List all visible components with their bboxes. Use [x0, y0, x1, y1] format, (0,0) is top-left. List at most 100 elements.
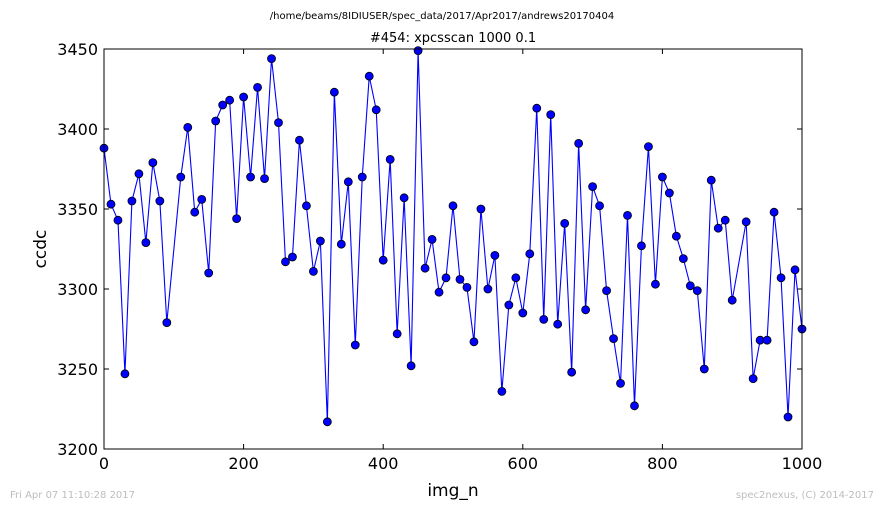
plot-frame [103, 48, 803, 450]
data-point [176, 172, 186, 182]
data-point [713, 223, 723, 233]
data-point [378, 255, 388, 265]
data-point [623, 210, 632, 220]
data-point [120, 369, 130, 379]
data-point [790, 265, 800, 275]
data-point [476, 204, 486, 214]
data-point [525, 249, 535, 259]
data-point [448, 201, 458, 211]
x-axis-label: img_n [427, 481, 478, 501]
data-point [329, 87, 339, 97]
data-point [211, 116, 221, 126]
data-point [497, 386, 507, 396]
data-point [581, 305, 591, 315]
data-point [567, 367, 577, 377]
data-point [532, 103, 542, 113]
data-point [127, 196, 137, 206]
data-point [371, 105, 381, 115]
data-point [204, 268, 214, 278]
x-tick-label: 600 [508, 454, 539, 473]
data-point [392, 329, 402, 339]
data-point [546, 110, 556, 119]
y-tick-label: 3350 [57, 200, 98, 219]
data-point [483, 284, 493, 294]
series-group [99, 46, 807, 427]
data-point [274, 118, 283, 127]
data-point [490, 250, 500, 260]
data-point [267, 54, 276, 63]
y-tick-labels: 3200 3250 3300 3350 3400 3450 [57, 40, 98, 459]
data-point [574, 138, 584, 148]
chart-title: #454: xpcsscan 1000 0.1 [370, 31, 536, 46]
data-point [357, 172, 367, 182]
data-point [413, 46, 423, 55]
data-point [420, 263, 430, 273]
data-point [308, 266, 318, 276]
data-point [609, 334, 618, 344]
data-point [141, 238, 151, 248]
data-point [504, 300, 514, 310]
data-point [783, 412, 793, 422]
data-point [651, 279, 660, 289]
data-point [727, 295, 737, 305]
data-point [462, 282, 472, 292]
data-point [720, 215, 730, 225]
x-tick-labels: 0 200 400 600 800 1000 [99, 454, 822, 473]
data-point [644, 142, 653, 152]
data-point [239, 92, 249, 102]
y-tick-label: 3250 [57, 360, 98, 379]
data-point [518, 308, 528, 318]
data-point [190, 207, 200, 217]
data-point [197, 194, 207, 204]
data-point [671, 231, 681, 241]
x-tick-label: 200 [228, 454, 259, 473]
data-point [246, 172, 255, 182]
data-point [232, 214, 242, 224]
data-point [385, 154, 395, 164]
data-point [588, 182, 597, 192]
data-point [469, 337, 479, 347]
data-point [183, 123, 193, 132]
data-point [602, 286, 611, 296]
x-tick-label: 800 [647, 454, 678, 473]
data-point [253, 83, 262, 92]
data-point [281, 257, 290, 267]
data-point [762, 335, 772, 345]
data-point [106, 199, 116, 209]
data-point [322, 417, 332, 427]
data-point [315, 236, 325, 246]
y-tick-label: 3200 [57, 440, 98, 459]
x-tick-label: 0 [99, 454, 109, 473]
y-tick-label: 3400 [57, 120, 98, 139]
footer-credit: spec2nexus, (C) 2014-2017 [736, 490, 874, 501]
data-point [678, 254, 688, 264]
x-tick-label: 1000 [782, 454, 823, 473]
data-point [699, 364, 709, 374]
data-point [560, 218, 570, 228]
data-point [539, 314, 549, 324]
data-point [630, 401, 639, 411]
data-point [218, 100, 228, 110]
data-point [434, 287, 444, 297]
data-point [455, 274, 465, 284]
y-tick-label: 3300 [57, 280, 98, 299]
data-point [616, 378, 625, 388]
data-point [658, 172, 667, 182]
data-point [336, 239, 346, 249]
data-point [155, 196, 165, 206]
data-point [637, 241, 646, 251]
data-point [692, 286, 702, 296]
data-point [225, 95, 235, 105]
data-point [113, 215, 123, 225]
data-point [134, 169, 144, 179]
data-point [288, 252, 297, 262]
data-point [741, 217, 751, 227]
data-point [685, 281, 695, 291]
data-point [364, 71, 374, 81]
data-point [769, 207, 779, 217]
data-point [350, 340, 360, 350]
y-axis-label: ccdc [31, 230, 51, 269]
data-point [295, 135, 304, 145]
x-tick-label: 400 [368, 454, 399, 473]
